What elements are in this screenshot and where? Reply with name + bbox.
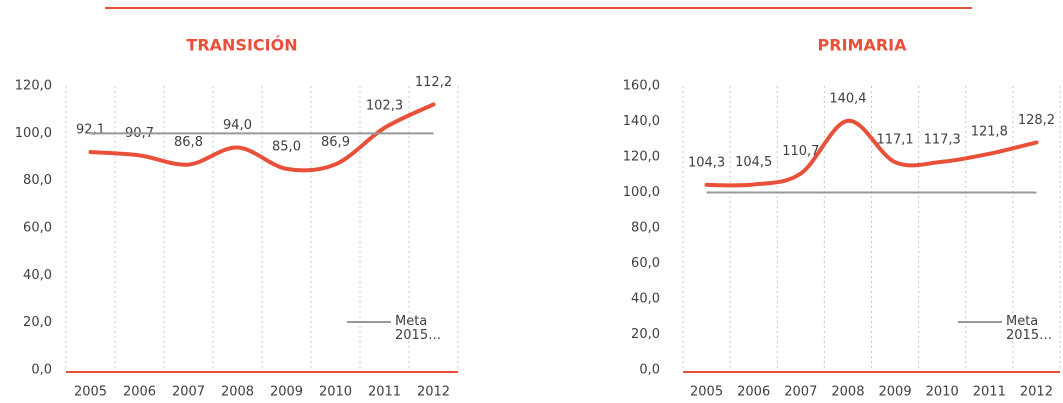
x-tick-label: 2009 [270,385,303,400]
x-tick-label: 2008 [221,385,254,400]
data-label: 104,5 [735,155,772,170]
x-tick-label: 2007 [172,385,205,400]
data-label: 92,1 [76,123,105,138]
y-tick-label: 80,0 [631,221,660,236]
chart-title: PRIMARIA [818,36,908,55]
data-label: 104,3 [688,155,725,170]
data-label: 128,2 [1018,113,1055,128]
data-line [88,102,436,173]
legend-label: Meta 2015… [395,314,442,343]
y-tick-label: 100,0 [15,126,52,141]
y-tick-label: 40,0 [631,292,660,307]
y-tick-label: 100,0 [623,185,660,200]
y-tick-label: 140,0 [623,114,660,129]
data-label: 112,2 [415,75,452,90]
y-tick-label: 0,0 [31,363,52,378]
x-tick-label: 2005 [690,385,723,400]
data-label: 86,9 [321,135,350,150]
data-label: 85,0 [272,139,301,154]
data-label: 110,7 [782,144,819,159]
x-tick-label: 2007 [784,385,817,400]
y-tick-label: 80,0 [23,173,52,188]
y-tick-label: 60,0 [631,256,660,271]
x-tick-label: 2011 [973,385,1006,400]
x-tick-label: 2005 [74,385,107,400]
x-tick-label: 2009 [879,385,912,400]
y-tick-label: 20,0 [631,327,660,342]
data-label: 94,0 [223,118,252,133]
x-tick-label: 2011 [368,385,401,400]
data-line [704,118,1039,188]
x-tick-label: 2010 [926,385,959,400]
chart-title: TRANSICIÓN [186,36,297,55]
data-label: 117,1 [876,133,913,148]
x-tick-label: 2012 [1020,385,1053,400]
y-tick-label: 20,0 [23,315,52,330]
legend-label: Meta 2015… [1006,314,1053,343]
data-label: 86,8 [174,135,203,150]
y-tick-label: 60,0 [23,221,52,236]
x-tick-label: 2012 [417,385,450,400]
y-tick-label: 40,0 [23,268,52,283]
y-tick-label: 160,0 [623,79,660,94]
x-tick-label: 2010 [319,385,352,400]
x-tick-label: 2008 [831,385,864,400]
x-tick-label: 2006 [123,385,156,400]
y-tick-label: 120,0 [15,79,52,94]
data-label: 121,8 [971,124,1008,139]
y-tick-label: 0,0 [639,363,660,378]
data-label: 102,3 [366,98,403,113]
data-label: 140,4 [829,91,866,106]
data-label: 117,3 [924,132,961,147]
y-tick-label: 120,0 [623,150,660,165]
x-tick-label: 2006 [737,385,770,400]
